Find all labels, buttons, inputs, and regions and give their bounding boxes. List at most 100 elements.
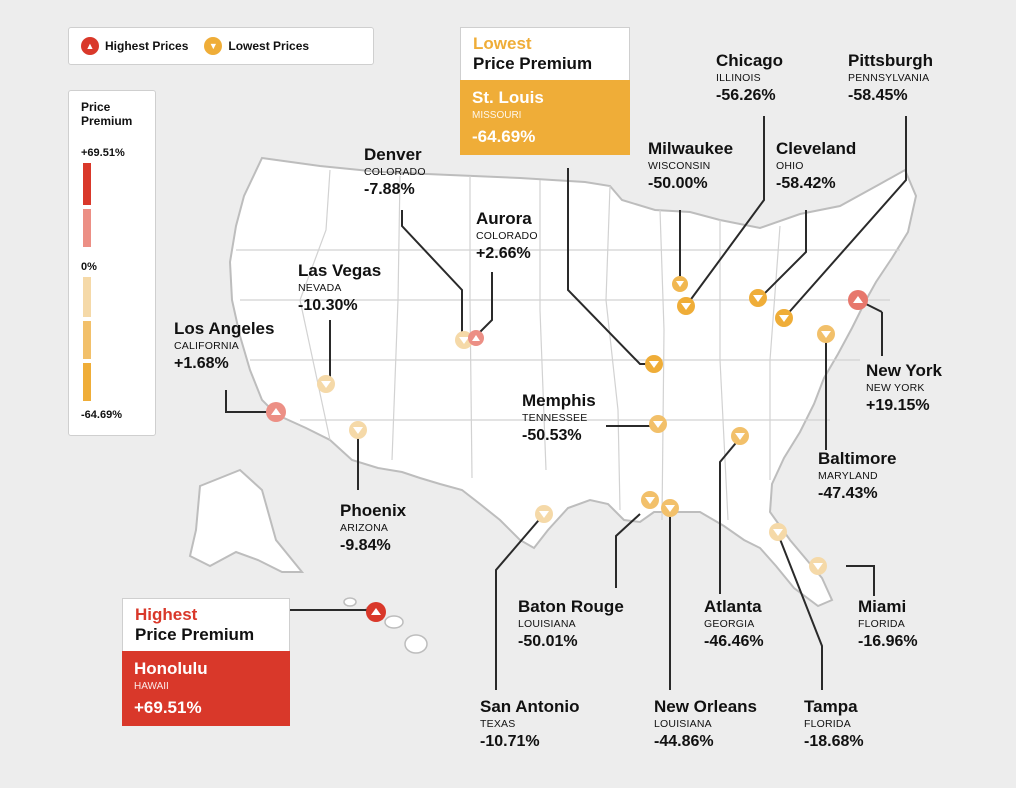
city-name: Las Vegas	[298, 261, 382, 280]
leader-chicago	[685, 116, 765, 307]
city-name: Cleveland	[776, 139, 857, 158]
city-name: Milwaukee	[648, 139, 734, 158]
city-state: NEVADA	[298, 281, 342, 294]
scale-bar-mid-high	[83, 209, 91, 247]
marker-milwaukee	[672, 276, 688, 292]
highest-callout-body: Honolulu HAWAII +69.51%	[122, 651, 290, 726]
marker-chicago	[677, 297, 695, 315]
city-name: New Orleans	[654, 697, 757, 716]
city-value: -50.53%	[522, 427, 582, 445]
city-value: -44.86%	[654, 733, 714, 751]
legend-lowest: ▼ Lowest Prices	[204, 37, 309, 55]
city-state: CALIFORNIA	[174, 339, 240, 352]
scale-mid-label: 0%	[81, 261, 97, 273]
city-state: NEW YORK	[866, 381, 925, 394]
city-name: Phoenix	[340, 501, 407, 520]
scale-bar-mid-low	[83, 277, 91, 317]
lowest-callout-header: Lowest Price Premium	[460, 27, 630, 80]
lowest-callout: Lowest Price Premium St. Louis MISSOURI …	[460, 27, 630, 155]
marker-memphis	[649, 415, 667, 433]
city-value: +2.66%	[476, 245, 531, 263]
alaska-shape	[188, 468, 305, 573]
city-state: GEORGIA	[704, 617, 755, 630]
city-value: +1.68%	[174, 355, 229, 373]
marker-las-vegas	[317, 375, 335, 393]
highest-callout-value: +69.51%	[134, 698, 202, 717]
city-value: -56.26%	[716, 87, 776, 105]
city-value: -46.46%	[704, 633, 764, 651]
city-name: New York	[866, 361, 942, 380]
legend-lowest-label: Lowest Prices	[228, 39, 310, 53]
city-label-denver: Denver COLORADO -7.88%	[364, 145, 426, 199]
lowest-callout-city: St. Louis	[472, 88, 544, 107]
highest-callout-subtitle: Price Premium	[135, 625, 255, 644]
highest-callout-title: Highest	[135, 605, 198, 624]
city-name: San Antonio	[480, 697, 580, 716]
city-value: -10.30%	[298, 297, 358, 315]
leader-cleveland	[759, 210, 807, 299]
highest-callout-city: Honolulu	[134, 659, 208, 678]
city-value: -16.96%	[858, 633, 918, 651]
legend-highest-label: Highest Prices	[105, 39, 189, 53]
city-label-new-orleans: New Orleans LOUISIANA -44.86%	[654, 697, 757, 751]
city-value: -50.01%	[518, 633, 578, 651]
city-value: -18.68%	[804, 733, 864, 751]
city-state: ILLINOIS	[716, 71, 761, 84]
city-label-cleveland: Cleveland OHIO -58.42%	[776, 139, 857, 193]
marker-atlanta	[731, 427, 749, 445]
city-state: COLORADO	[476, 229, 538, 242]
marker-pittsburgh	[775, 309, 793, 327]
marker-cleveland	[749, 289, 767, 307]
city-label-tampa: Tampa FLORIDA -18.68%	[804, 697, 864, 751]
city-state: TEXAS	[480, 717, 516, 730]
leader-atlanta	[719, 437, 741, 594]
city-name: Memphis	[522, 391, 596, 410]
highest-callout-header: Highest Price Premium	[122, 598, 290, 651]
scale-title: Price Premium	[81, 100, 133, 128]
city-label-chicago: Chicago ILLINOIS -56.26%	[716, 51, 784, 105]
highest-callout-state: HAWAII	[134, 681, 169, 692]
city-label-milwaukee: Milwaukee WISCONSIN -50.00%	[648, 139, 734, 193]
lowest-callout-title: Lowest	[473, 34, 532, 53]
city-value: -58.42%	[776, 175, 836, 193]
city-label-pittsburgh: Pittsburgh PENNSYLVANIA -58.45%	[848, 51, 933, 105]
hawaii-shape	[343, 597, 428, 654]
city-name: Pittsburgh	[848, 51, 933, 70]
lowest-callout-body: St. Louis MISSOURI -64.69%	[460, 80, 630, 155]
us-mainland-shape	[228, 156, 918, 608]
legend-highest: ▲ Highest Prices	[81, 37, 188, 55]
city-state: LOUISIANA	[654, 717, 712, 730]
lowest-callout-subtitle: Price Premium	[473, 54, 593, 73]
city-state: FLORIDA	[858, 617, 905, 630]
leader-miami	[846, 565, 875, 596]
city-label-miami: Miami FLORIDA -16.96%	[858, 597, 918, 651]
city-label-aurora: Aurora COLORADO +2.66%	[476, 209, 538, 263]
leader-aurora	[475, 272, 493, 337]
city-value: -50.00%	[648, 175, 708, 193]
city-value: -7.88%	[364, 181, 415, 199]
city-name: Chicago	[716, 51, 784, 70]
lowest-callout-value: -64.69%	[472, 127, 536, 146]
price-premium-scale: Price Premium +69.51% 0% -64.69%	[68, 90, 156, 436]
leader-denver	[401, 210, 463, 334]
marker-aurora	[468, 330, 484, 346]
city-state: FLORIDA	[804, 717, 851, 730]
city-state: LOUISIANA	[518, 617, 576, 630]
marker-honolulu	[366, 602, 386, 622]
city-name: Baltimore	[818, 449, 897, 468]
scale-bar-high	[83, 163, 91, 205]
marker-tampa	[769, 523, 787, 541]
marker-san-antonio	[535, 505, 553, 523]
legend: ▲ Highest Prices ▼ Lowest Prices	[68, 27, 374, 65]
marker-phoenix	[349, 421, 367, 439]
marker-miami	[809, 557, 827, 575]
city-label-baltimore: Baltimore MARYLAND -47.43%	[818, 449, 897, 503]
city-name: Baton Rouge	[518, 597, 624, 616]
city-state: COLORADO	[364, 165, 426, 178]
leader-baton-rouge	[615, 513, 641, 588]
highest-marker-icon: ▲	[81, 37, 99, 55]
city-label-las-vegas: Las Vegas NEVADA -10.30%	[298, 261, 382, 315]
marker-new-york	[848, 290, 868, 310]
city-value: -58.45%	[848, 87, 908, 105]
